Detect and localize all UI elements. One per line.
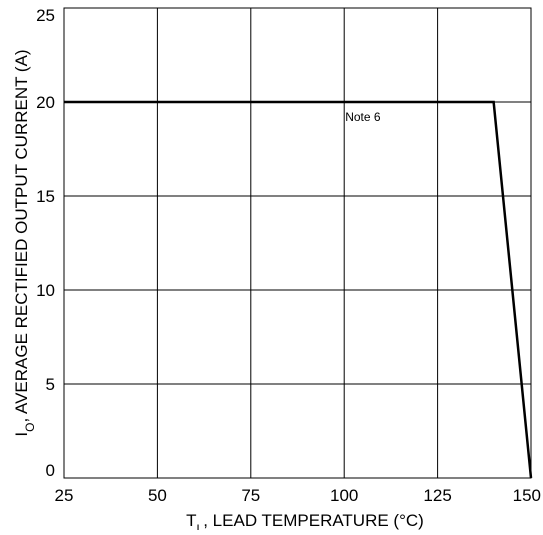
series-line [64,100,533,479]
x-axis-label: TL, LEAD TEMPERATURE (°C) [186,511,424,530]
plot-frame [63,7,532,479]
series-layer [64,100,533,479]
y-tick-label: 25 [36,6,55,25]
y-tick-label: 20 [36,93,55,112]
annotations: Note 6 [345,110,381,124]
x-tick-label: 125 [423,486,451,505]
annotation-label: Note 6 [345,110,381,124]
tick-labels: 25 50 75 100 125 150 0 5 10 15 20 25 [36,6,541,505]
x-tick-label: 100 [330,486,358,505]
y-tick-label: 5 [46,375,55,394]
y-tick-label: 0 [46,461,55,480]
x-tick-label: 150 [513,486,541,505]
x-tick-label: 50 [148,486,167,505]
y-tick-label: 15 [36,187,55,206]
grid [64,8,531,478]
y-tick-label: 10 [36,281,55,300]
x-tick-label: 75 [241,486,260,505]
y-axis-label: IO, AVERAGE RECTIFIED OUTPUT CURRENT (A) [12,49,37,436]
x-tick-label: 25 [55,486,74,505]
